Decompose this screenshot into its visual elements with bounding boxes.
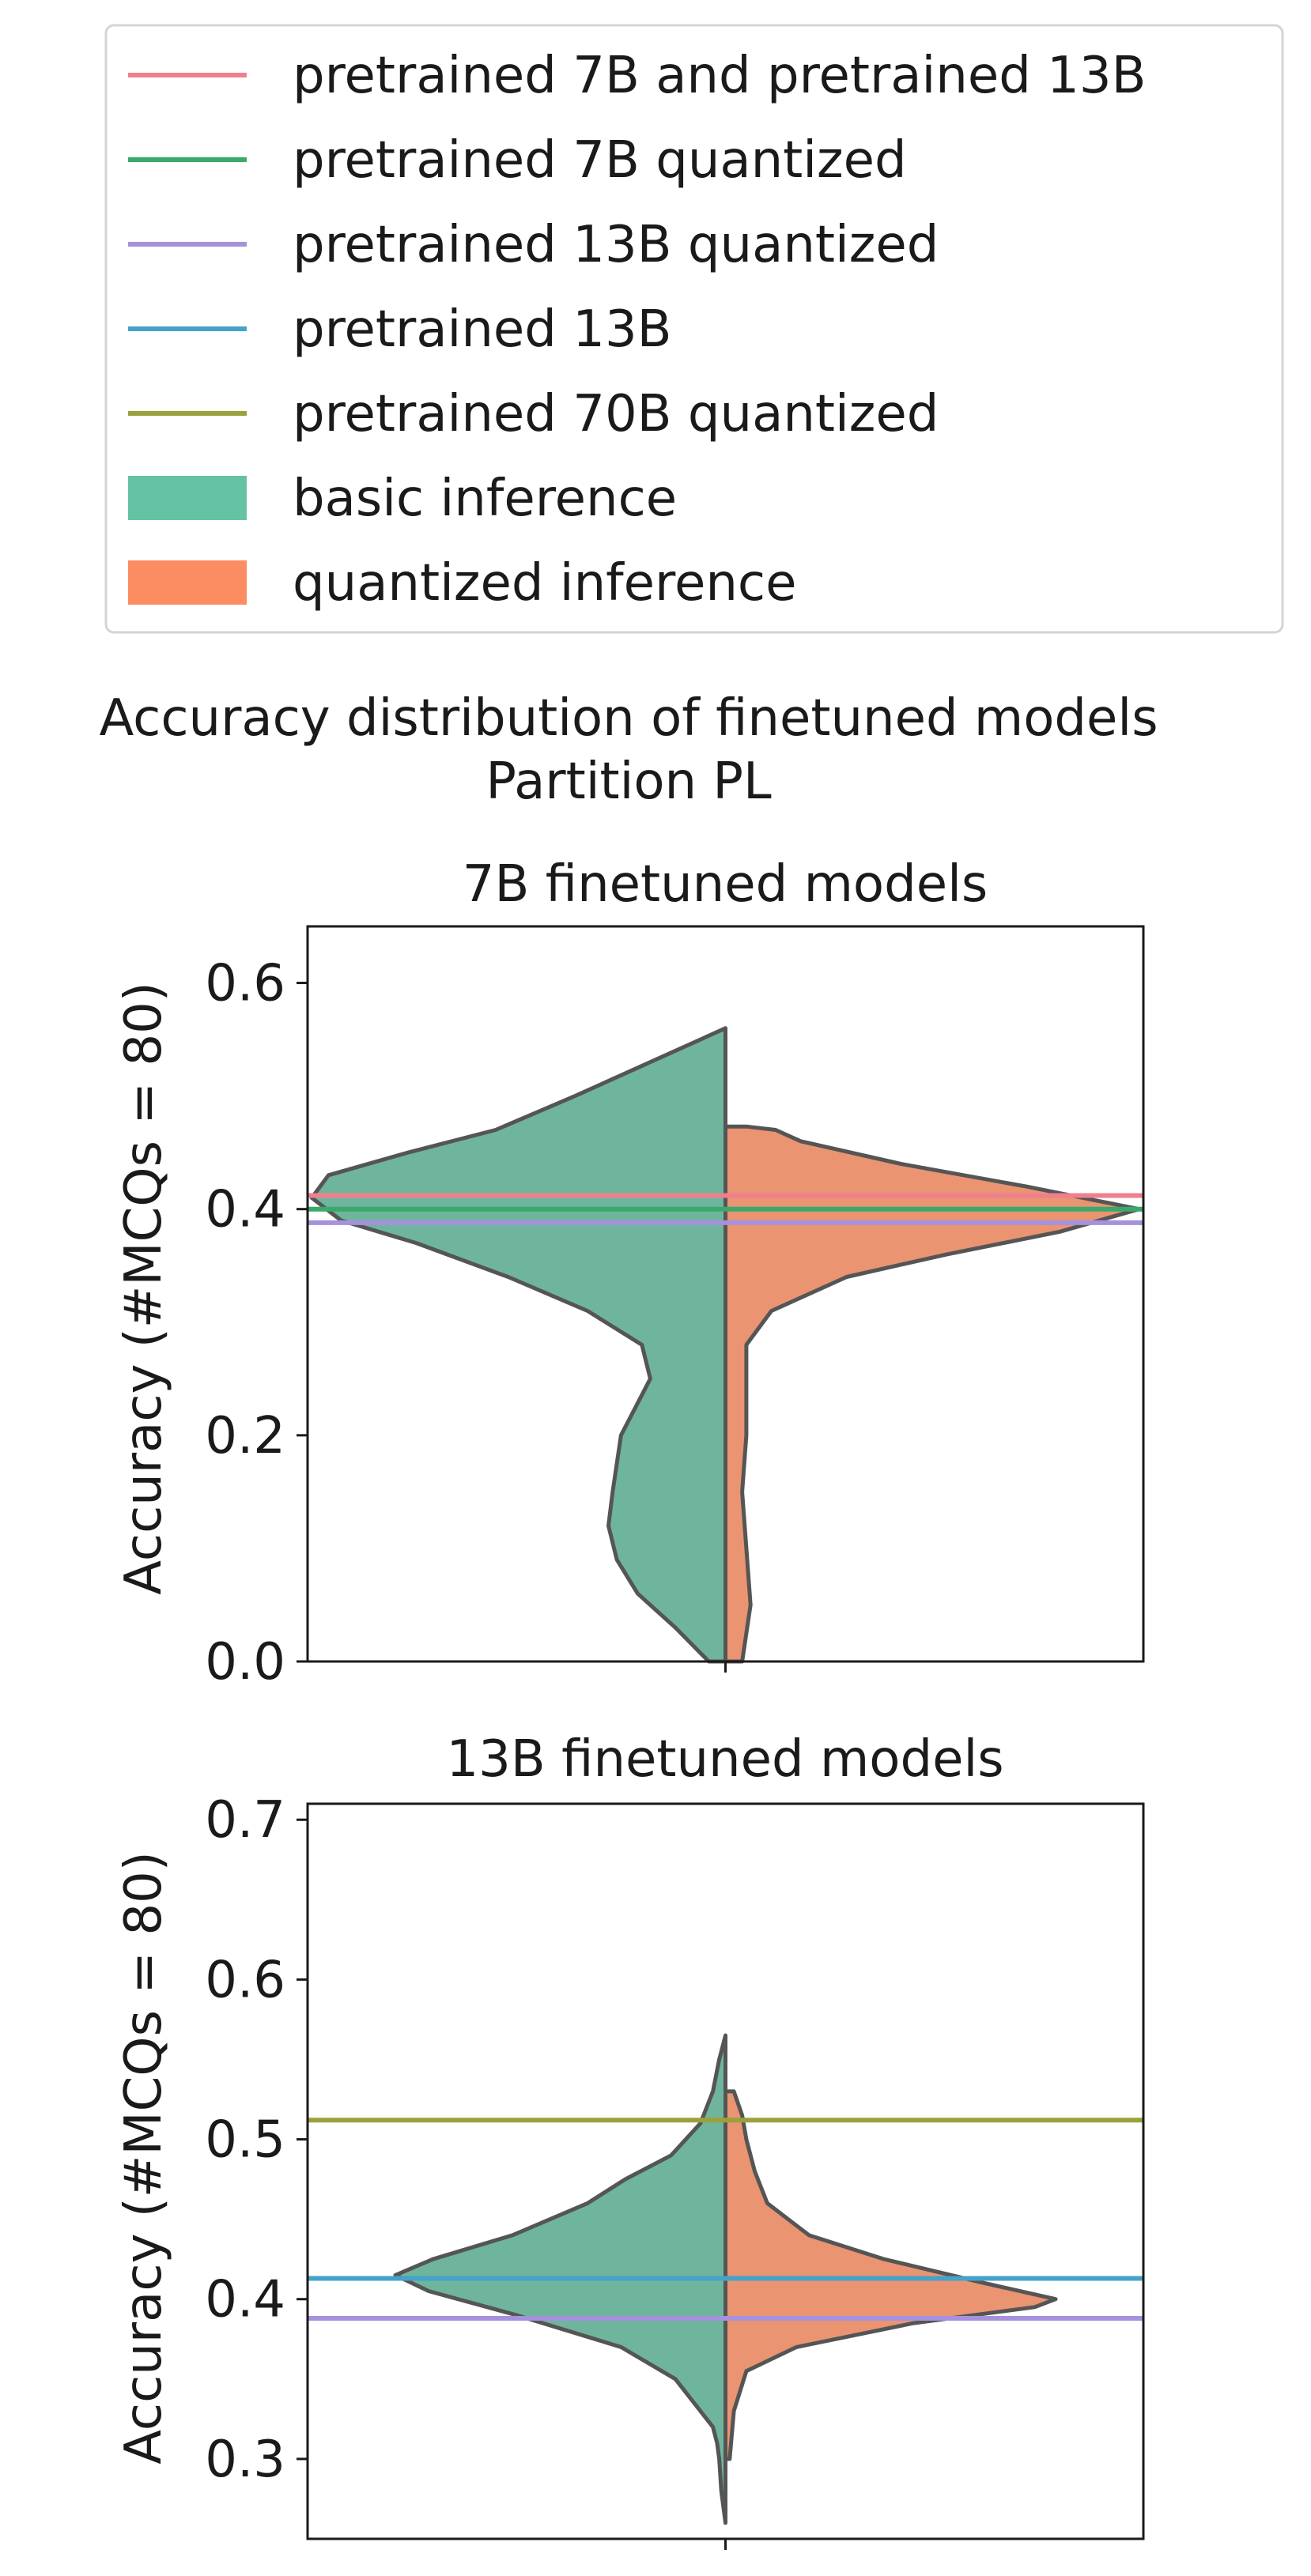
- figure-title-line-2: Partition PL: [485, 752, 772, 811]
- violin-right-quantized-inference: [724, 2089, 1058, 2461]
- panel-13b-plot: 0.3 0.4 0.5 0.6 0.7: [205, 1791, 1145, 2550]
- ytick-label: 0.7: [205, 1791, 285, 1850]
- panel-7b: 7B finetuned models Accuracy (#MCQs = 80…: [115, 855, 1145, 1692]
- legend-label-basic-inference: basic inference: [293, 470, 677, 528]
- legend-label-pretrained-13b-quantized: pretrained 13B quantized: [293, 216, 939, 274]
- violin-right-quantized-inference: [724, 1124, 1142, 1664]
- ytick-label: 0.4: [205, 1181, 285, 1239]
- ytick-label: 0.6: [205, 1951, 285, 2009]
- ytick-label: 0.3: [205, 2431, 285, 2489]
- legend-label-pretrained-7b-quantized: pretrained 7B quantized: [293, 131, 907, 190]
- violin-left-basic-inference: [309, 1026, 727, 1664]
- legend-swatch-basic-inference: [128, 476, 247, 520]
- legend-label-pretrained-70b-quantized: pretrained 70B quantized: [293, 385, 939, 443]
- legend-items: pretrained 7B and pretrained 13B pretrain…: [128, 47, 1147, 613]
- panel-7b-plot: 0.0 0.2 0.4 0.6: [205, 925, 1145, 1692]
- legend: pretrained 7B and pretrained 13B pretrain…: [104, 24, 1284, 634]
- legend-label-pretrained-13b: pretrained 13B: [293, 300, 672, 359]
- legend-label-quantized-inference: quantized inference: [293, 554, 796, 613]
- panel-7b-ylabel: Accuracy (#MCQs = 80): [115, 982, 173, 1594]
- ytick-label: 0.5: [205, 2111, 285, 2170]
- legend-swatch-quantized-inference: [128, 560, 247, 605]
- panel-7b-title: 7B finetuned models: [463, 855, 988, 914]
- panel-13b: 13B finetuned models Accuracy (#MCQs = 8…: [115, 1730, 1145, 2550]
- panel-13b-title: 13B finetuned models: [446, 1730, 1003, 1789]
- legend-label-pretrained-7b-and-pretrained-13b: pretrained 7B and pretrained 13B: [293, 47, 1147, 105]
- ytick-label: 0.0: [205, 1633, 285, 1692]
- ytick-label: 0.2: [205, 1407, 285, 1465]
- panel-13b-ylabel: Accuracy (#MCQs = 80): [115, 1851, 173, 2464]
- legend-frame: [104, 24, 1284, 634]
- ytick-label: 0.4: [205, 2271, 285, 2329]
- ytick-label: 0.6: [205, 955, 285, 1013]
- figure-title-line-1: Accuracy distribution of finetuned model…: [99, 689, 1158, 748]
